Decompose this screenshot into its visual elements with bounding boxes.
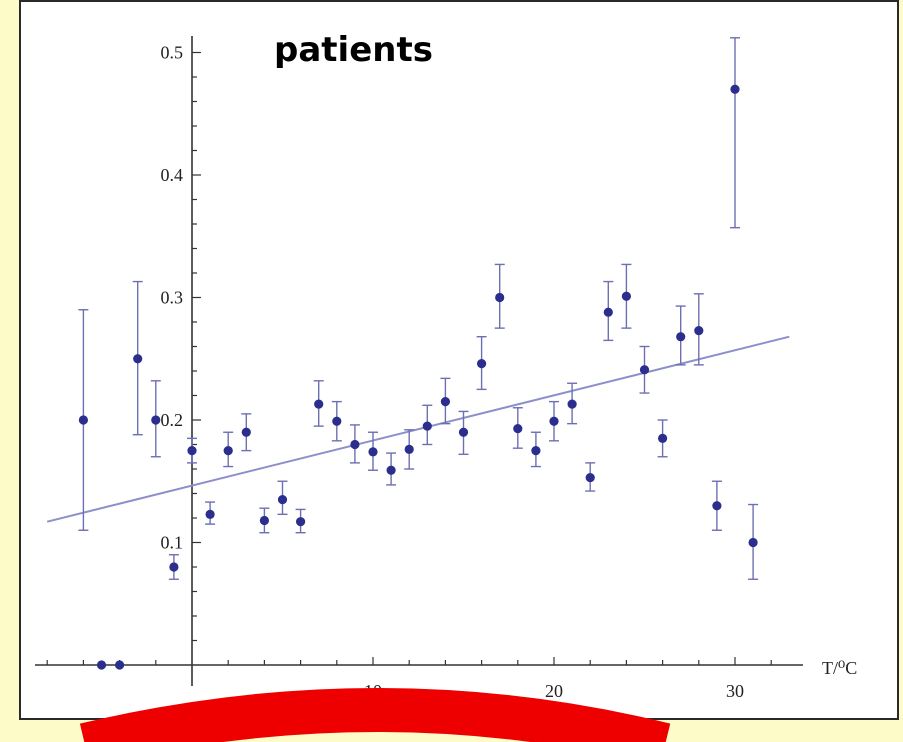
x-tick-label: 30 bbox=[726, 681, 744, 701]
chart-title: patients bbox=[274, 30, 433, 70]
data-point bbox=[676, 332, 686, 342]
data-points bbox=[78, 84, 758, 670]
data-point bbox=[440, 397, 450, 407]
chart-frame: 10 20 30 0.1 0.2 0.3 0.4 0.5 T/⁰C patients bbox=[19, 0, 899, 720]
data-point bbox=[332, 416, 342, 426]
data-point bbox=[549, 416, 559, 426]
data-point bbox=[730, 84, 740, 94]
tick-labels: 10 20 300.10.20.30.40.5T/⁰C bbox=[161, 43, 858, 702]
data-point bbox=[314, 399, 324, 409]
data-point bbox=[115, 660, 125, 670]
data-point bbox=[151, 415, 161, 425]
data-point bbox=[658, 433, 668, 443]
data-point bbox=[78, 415, 88, 425]
fit-line-group bbox=[46, 335, 790, 523]
data-point bbox=[223, 446, 233, 456]
data-point bbox=[585, 472, 595, 483]
data-point bbox=[694, 325, 704, 336]
data-point bbox=[567, 399, 577, 409]
data-point bbox=[259, 515, 269, 526]
data-point bbox=[513, 423, 523, 434]
data-point bbox=[477, 359, 487, 369]
data-point bbox=[748, 537, 758, 548]
y-tick-label: 0.3 bbox=[161, 288, 184, 308]
data-point bbox=[531, 446, 541, 456]
fit-line bbox=[46, 335, 790, 523]
y-tick-label: 0.5 bbox=[161, 43, 184, 63]
data-point bbox=[495, 292, 505, 303]
x-tick-label: 20 bbox=[545, 681, 563, 701]
data-point bbox=[621, 291, 632, 301]
data-point bbox=[603, 307, 613, 317]
data-point bbox=[458, 427, 469, 437]
data-point bbox=[422, 421, 432, 431]
data-point bbox=[205, 509, 215, 519]
data-point bbox=[296, 517, 306, 527]
y-tick-label: 0.1 bbox=[161, 533, 184, 553]
data-point bbox=[187, 446, 197, 456]
data-point bbox=[241, 427, 251, 437]
data-point bbox=[350, 439, 360, 450]
data-point bbox=[96, 660, 107, 670]
axes bbox=[35, 36, 803, 686]
data-point bbox=[639, 365, 650, 375]
data-point bbox=[368, 447, 378, 457]
y-tick-label: 0.2 bbox=[161, 410, 184, 430]
data-point bbox=[133, 354, 143, 364]
data-point bbox=[712, 501, 722, 511]
data-point bbox=[169, 562, 179, 572]
data-point bbox=[277, 495, 288, 505]
y-tick-label: 0.4 bbox=[161, 165, 184, 185]
red-arc bbox=[79, 688, 671, 742]
chart-svg: 10 20 300.10.20.30.40.5T/⁰C bbox=[35, 36, 858, 702]
data-point bbox=[404, 444, 414, 454]
x-axis-label: T/⁰C bbox=[822, 658, 857, 678]
data-point bbox=[386, 465, 396, 475]
